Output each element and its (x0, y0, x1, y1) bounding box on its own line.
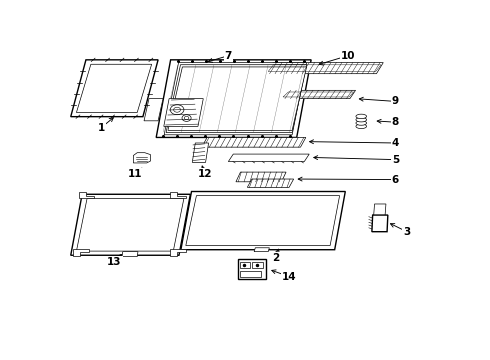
Text: 2: 2 (272, 253, 279, 263)
Circle shape (184, 116, 189, 120)
Text: 9: 9 (392, 96, 399, 107)
Text: 13: 13 (107, 257, 122, 267)
Circle shape (173, 107, 180, 112)
Polygon shape (76, 64, 151, 112)
Text: 11: 11 (128, 169, 143, 179)
Polygon shape (236, 172, 286, 182)
Polygon shape (186, 195, 340, 246)
Text: 14: 14 (282, 271, 296, 282)
Text: 6: 6 (392, 175, 399, 185)
Ellipse shape (356, 121, 367, 125)
Bar (252, 262, 263, 268)
Polygon shape (181, 192, 345, 250)
Polygon shape (71, 194, 190, 255)
Circle shape (170, 105, 184, 115)
Bar (240, 270, 261, 276)
Circle shape (182, 115, 191, 121)
Polygon shape (166, 65, 307, 132)
Polygon shape (71, 60, 158, 117)
Polygon shape (170, 249, 186, 256)
Ellipse shape (356, 114, 367, 118)
Polygon shape (133, 153, 150, 163)
Polygon shape (168, 67, 307, 130)
Polygon shape (74, 249, 89, 256)
Polygon shape (156, 60, 311, 138)
Polygon shape (79, 192, 95, 198)
Text: 4: 4 (392, 138, 399, 148)
Text: 10: 10 (341, 51, 355, 61)
Ellipse shape (356, 117, 367, 122)
Polygon shape (192, 143, 209, 162)
Polygon shape (122, 252, 138, 257)
Polygon shape (247, 179, 294, 187)
Text: 1: 1 (98, 123, 105, 133)
Polygon shape (144, 99, 163, 121)
Polygon shape (281, 90, 356, 99)
Polygon shape (164, 99, 203, 126)
Bar (238, 260, 267, 279)
Bar (240, 262, 250, 268)
Polygon shape (372, 204, 386, 229)
Polygon shape (228, 154, 309, 162)
Polygon shape (267, 63, 383, 74)
Ellipse shape (356, 124, 367, 129)
Text: 8: 8 (392, 117, 399, 127)
Polygon shape (76, 198, 184, 251)
Polygon shape (372, 215, 388, 232)
Polygon shape (254, 248, 270, 252)
Text: 3: 3 (403, 227, 411, 237)
Polygon shape (164, 63, 307, 135)
Polygon shape (170, 192, 186, 198)
Text: 5: 5 (392, 155, 399, 165)
Polygon shape (202, 138, 306, 147)
Text: 7: 7 (224, 51, 232, 61)
Text: 12: 12 (197, 169, 212, 179)
